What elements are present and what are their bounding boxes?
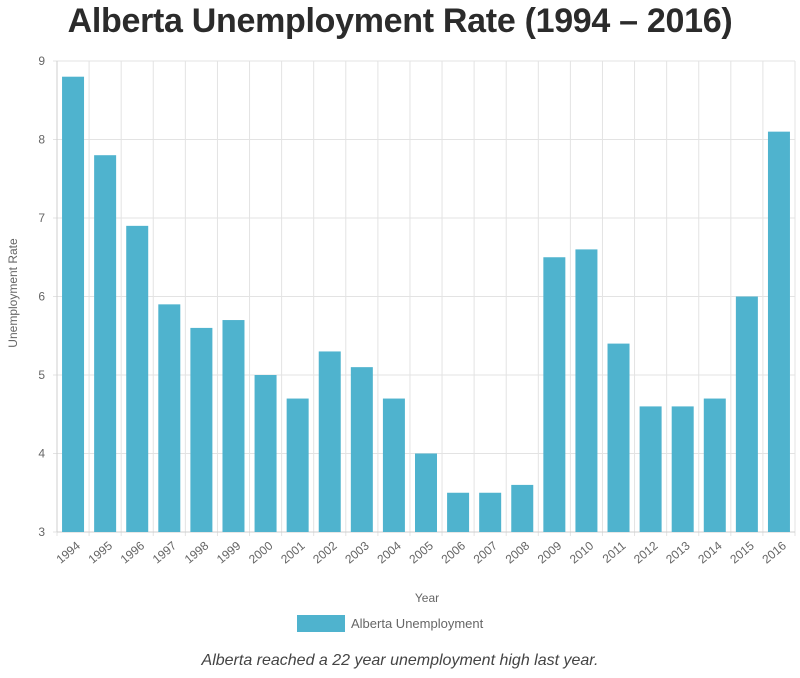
x-tick-label: 2015 [727,538,757,566]
y-tick-label: 3 [38,525,45,539]
x-tick-label: 2000 [246,538,276,566]
x-tick-label: 2010 [567,538,597,566]
x-tick-label: 1999 [214,538,244,566]
x-tick-label: 2008 [503,538,533,566]
bar-2004[interactable] [382,398,405,532]
x-tick-label: 1997 [150,538,180,566]
x-tick-label: 2004 [374,538,404,566]
bar-2002[interactable] [318,351,341,532]
x-tick-label: 2003 [342,538,372,566]
x-tick-label: 2002 [310,538,340,566]
bar-2014[interactable] [703,398,726,532]
bar-2007[interactable] [479,492,502,532]
bar-2012[interactable] [639,406,662,532]
bar-2013[interactable] [671,406,694,532]
bar-2003[interactable] [350,367,373,532]
x-tick-label: 2011 [600,538,629,566]
bar-2009[interactable] [543,257,566,532]
y-axis-title: Unemployment Rate [6,238,20,348]
bar-1999[interactable] [222,320,245,532]
bar-2015[interactable] [735,296,758,533]
y-tick-label: 4 [38,447,45,461]
x-tick-label: 2009 [535,538,565,566]
x-axis-title: Year [415,591,439,605]
x-tick-label: 2012 [631,538,661,566]
x-tick-label: 2007 [471,538,501,566]
bar-2000[interactable] [254,375,277,532]
x-tick-label: 1996 [118,538,148,566]
x-axis-ticks: 1994 1995 1996 1997 1998 1999 2000 2001 2002 2003… [54,538,790,566]
bar-1994[interactable] [62,76,85,532]
y-axis-ticks: 3 4 5 6 7 8 9 [38,54,45,539]
y-tick-label: 8 [38,133,45,147]
bar-2008[interactable] [511,484,534,532]
y-tick-label: 6 [38,290,45,304]
legend-label: Alberta Unemployment [351,616,484,631]
chart-caption: Alberta reached a 22 year unemployment h… [201,652,599,669]
chart-bars [62,76,790,533]
bar-2010[interactable] [575,249,598,532]
y-tick-label: 7 [38,211,45,225]
y-tick-label: 9 [38,54,45,68]
bar-1995[interactable] [94,155,117,532]
x-tick-label: 1994 [54,538,84,566]
bar-2011[interactable] [607,343,630,532]
page-title: Alberta Unemployment Rate (1994 – 2016) [67,2,733,40]
bar-2001[interactable] [286,398,309,532]
bar-1998[interactable] [190,327,213,532]
bar-2006[interactable] [447,492,470,532]
x-tick-label: 1995 [86,538,116,566]
bar-1996[interactable] [126,225,149,532]
bar-2016[interactable] [767,131,790,532]
x-tick-label: 2016 [759,538,789,566]
x-tick-label: 2006 [439,538,469,566]
x-tick-label: 2013 [663,538,693,566]
chart-legend[interactable]: Alberta Unemployment [297,615,484,632]
y-tick-label: 5 [38,368,45,382]
legend-swatch [297,615,345,632]
bar-1997[interactable] [158,304,181,532]
x-tick-label: 2005 [406,538,436,566]
bar-2005[interactable] [415,453,437,533]
x-tick-label: 1998 [182,538,212,566]
x-tick-label: 2001 [278,538,308,566]
x-tick-label: 2014 [695,538,725,566]
